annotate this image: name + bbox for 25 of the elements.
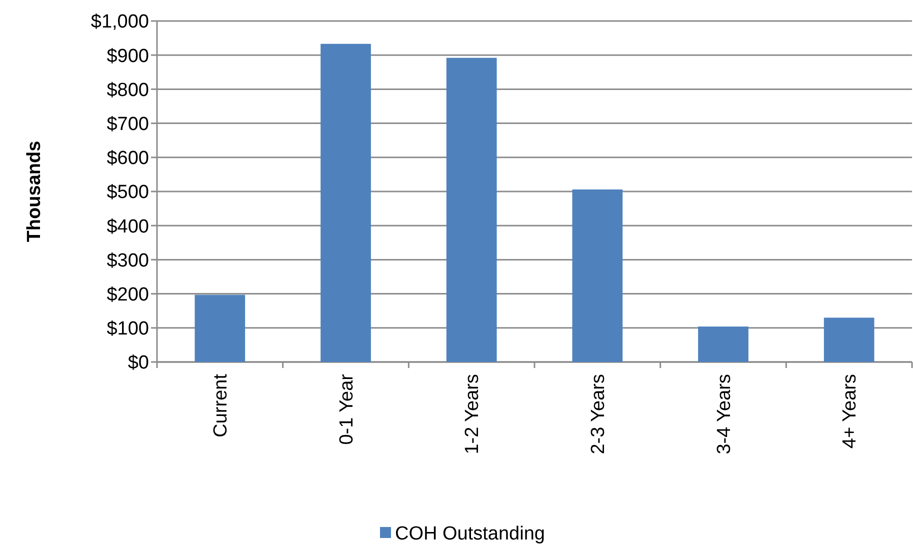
bar [320, 44, 371, 362]
y-tick-label: $900 [106, 46, 149, 67]
y-tick-label: $0 [128, 352, 149, 374]
bar [446, 58, 497, 362]
bar [194, 294, 246, 362]
y-tick-label: $300 [106, 250, 149, 272]
x-tick-label: 2-3 Years [588, 374, 610, 454]
y-tick-label: $1,000 [90, 12, 149, 33]
y-tick-label: $600 [106, 148, 149, 170]
y-tick-label: $200 [106, 284, 149, 306]
bar [572, 189, 623, 362]
bar [824, 318, 874, 362]
y-tick-label: $800 [106, 80, 149, 101]
x-tick-label: 3-4 Years [714, 374, 735, 454]
x-tick-label: 1-2 Years [462, 374, 484, 454]
legend-label: COH Outstanding [395, 524, 545, 545]
y-tick-label: $100 [106, 318, 149, 340]
y-tick-label: $400 [106, 216, 149, 238]
y-axis-title: Thousands [24, 140, 45, 242]
y-tick-label: $500 [106, 182, 149, 204]
x-tick-label: 0-1 Year [336, 373, 358, 445]
y-tick-label: $700 [106, 114, 149, 135]
x-tick-label: 4+ Years [840, 374, 861, 448]
bar [698, 326, 748, 362]
x-tick-label: Current [210, 373, 232, 438]
